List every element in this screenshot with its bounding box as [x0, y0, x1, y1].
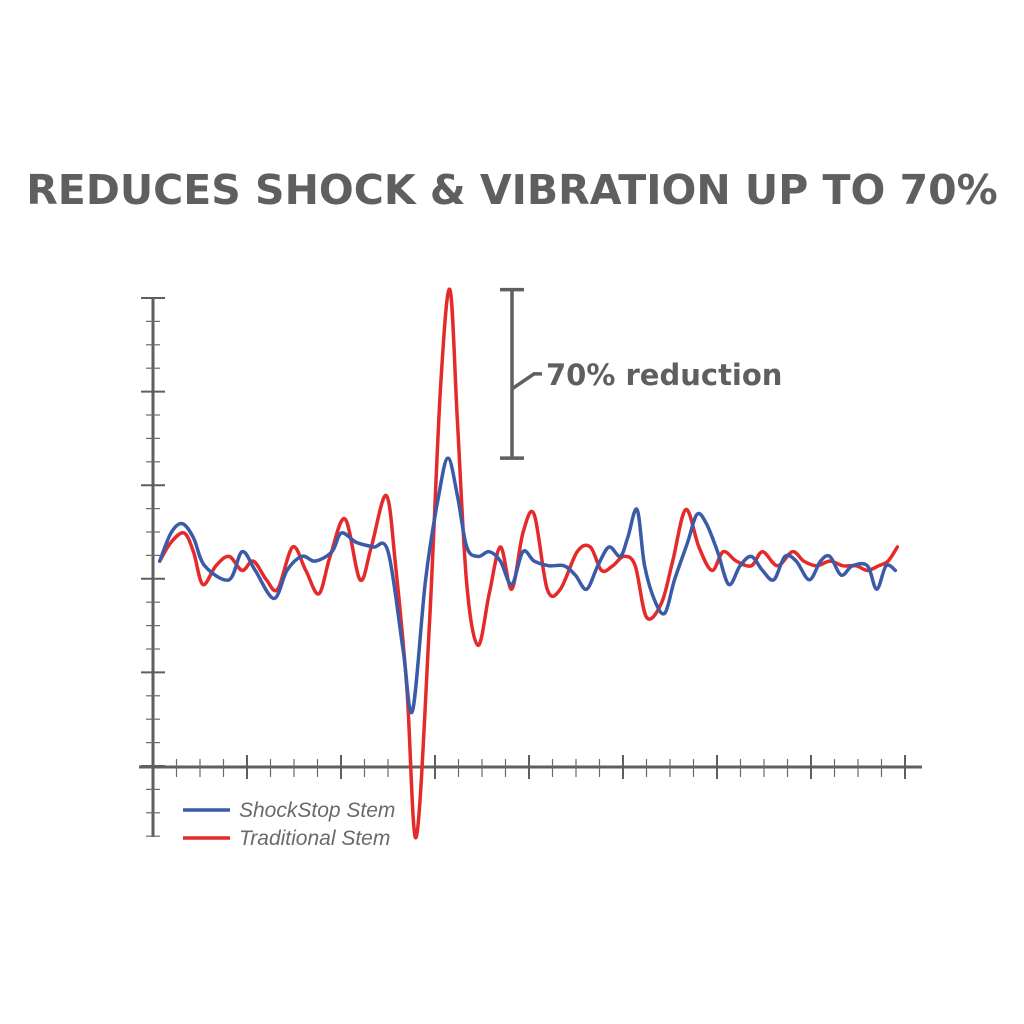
legend-label-shockstop-stem: ShockStop Stem — [239, 799, 395, 822]
annotation: 70% reduction — [500, 287, 782, 460]
reduction-label: 70% reduction — [546, 358, 782, 392]
legend-label-traditional-stem: Traditional Stem — [239, 827, 390, 850]
chart-axes — [139, 297, 922, 837]
chart-title: REDUCES SHOCK & VIBRATION UP TO 70% — [26, 166, 998, 214]
legend: ShockStop Stem Traditional Stem — [183, 799, 395, 850]
reduction-bracket — [500, 287, 542, 460]
series-line-shockstop-stem — [157, 456, 898, 715]
series-layer — [157, 287, 900, 840]
